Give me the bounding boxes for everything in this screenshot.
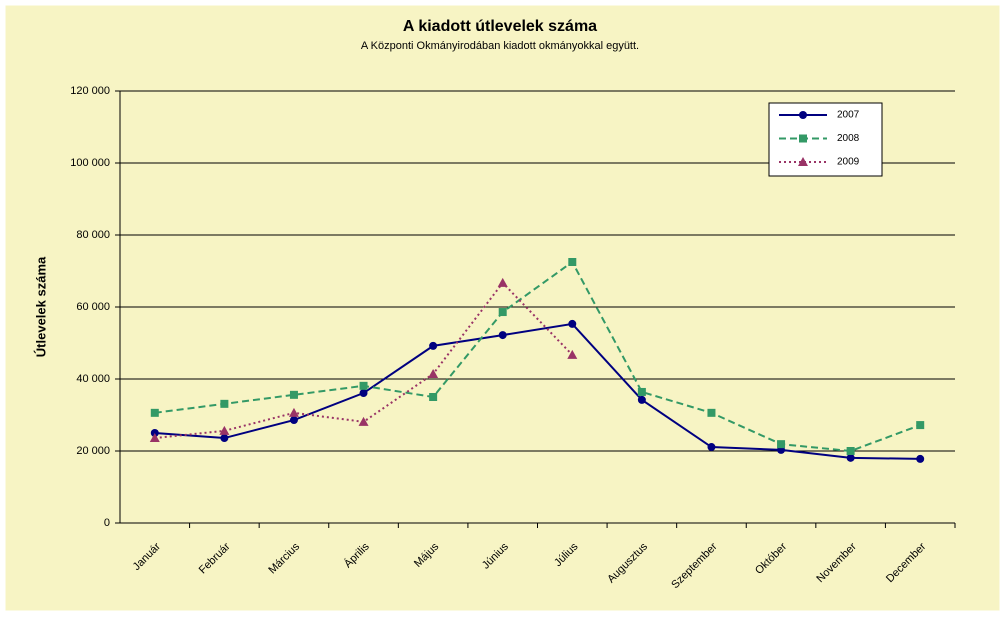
marker: [846, 453, 855, 462]
marker: [289, 416, 298, 425]
legend-marker: [799, 134, 807, 143]
marker: [497, 277, 508, 287]
marker: [358, 416, 369, 426]
marker: [498, 308, 507, 317]
marker: [429, 341, 438, 350]
marker: [916, 421, 925, 430]
legend-label: 2008: [837, 133, 860, 144]
marker: [707, 443, 716, 452]
y-tick-label: 80 000: [76, 229, 110, 241]
y-tick-label: 20 000: [76, 445, 110, 457]
y-tick-label: 120 000: [70, 85, 110, 97]
marker: [568, 258, 577, 266]
marker: [498, 331, 507, 340]
marker: [637, 387, 646, 396]
y-tick-label: 40 000: [76, 373, 110, 385]
marker: [289, 390, 298, 399]
chart-title: A kiadott útlevelek száma: [403, 18, 597, 35]
marker: [707, 408, 716, 417]
y-axis-label: Útlevelek száma: [33, 256, 48, 357]
legend-label: 2009: [837, 157, 860, 168]
marker: [429, 393, 438, 401]
marker: [568, 319, 577, 328]
marker: [428, 368, 439, 378]
y-tick-label: 0: [104, 517, 110, 529]
marker: [916, 454, 925, 463]
marker: [777, 440, 786, 449]
legend-label: 2007: [837, 110, 860, 121]
chart-background: [4, 4, 1001, 612]
marker: [359, 389, 368, 398]
y-tick-label: 60 000: [76, 301, 110, 313]
legend-marker: [799, 111, 807, 119]
legend-marker: [798, 157, 808, 166]
marker: [637, 395, 646, 404]
marker: [220, 399, 229, 408]
marker: [219, 425, 230, 435]
marker: [288, 407, 299, 417]
marker: [150, 408, 159, 417]
marker: [846, 447, 855, 455]
y-tick-label: 100 000: [70, 157, 110, 169]
chart-subtitle: A Központi Okmányirodában kiadott okmány…: [361, 40, 639, 52]
series-line: [154, 322, 921, 460]
series-line: [154, 260, 921, 453]
marker: [567, 349, 578, 359]
marker: [359, 381, 368, 390]
marker: [220, 434, 229, 443]
marker: [150, 429, 159, 437]
marker: [149, 433, 160, 443]
